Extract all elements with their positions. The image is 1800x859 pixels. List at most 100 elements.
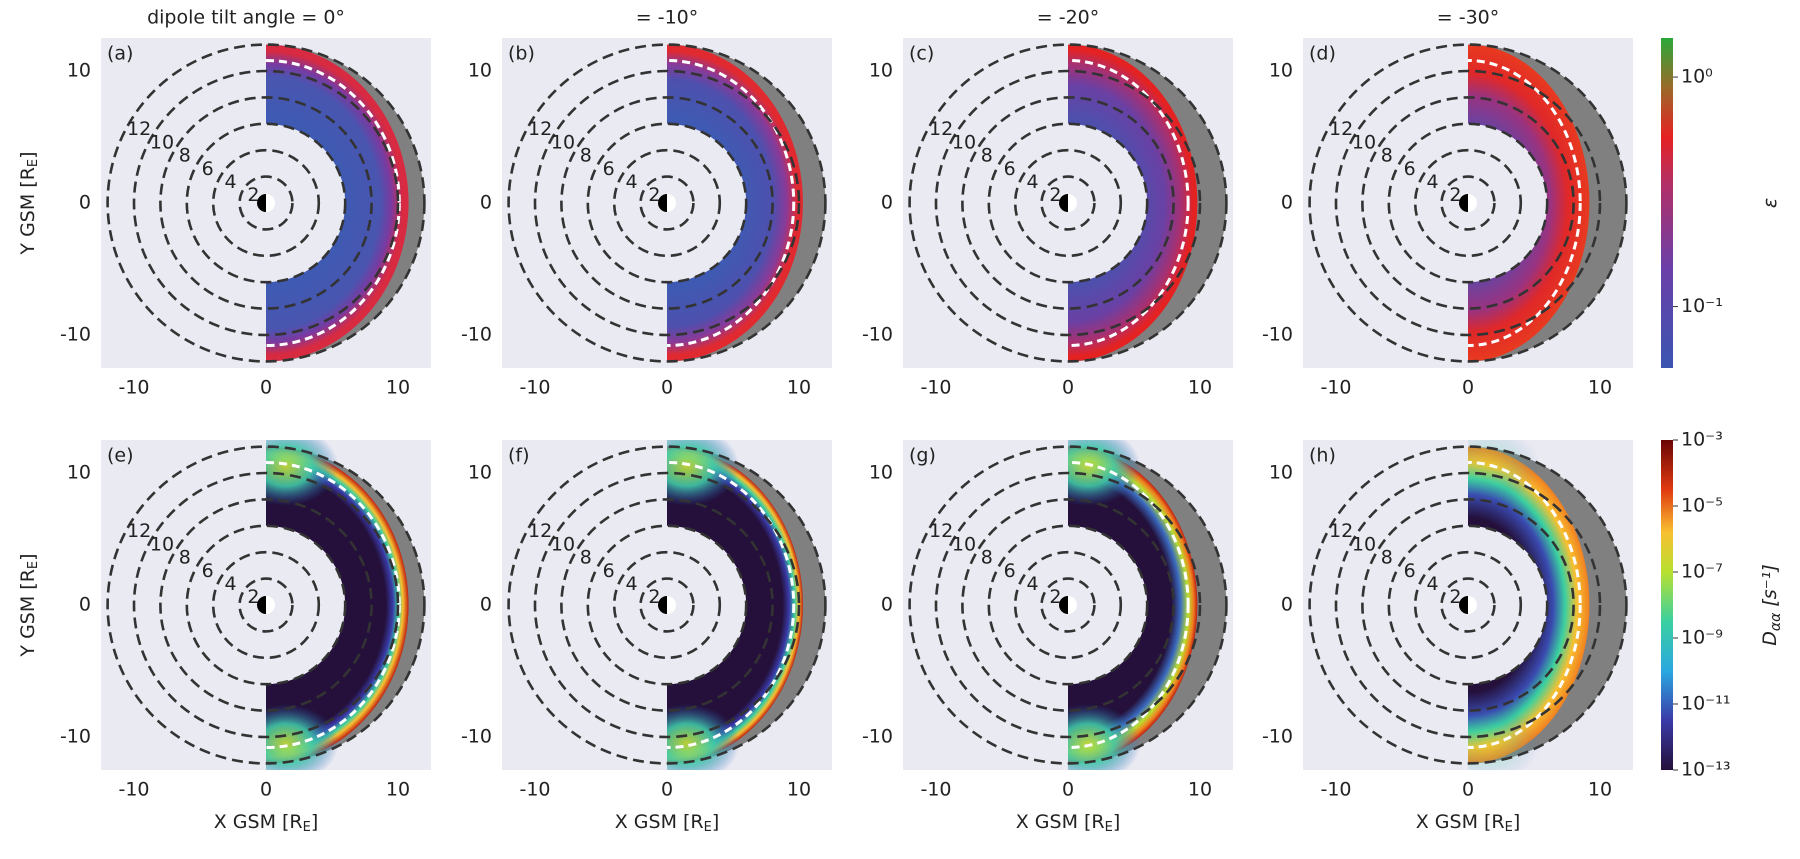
shell-circle <box>961 498 1175 712</box>
shell-label: 6 <box>1404 560 1416 582</box>
inner-region <box>1068 525 1148 685</box>
y-tick-label: 0 <box>480 192 492 214</box>
shell-label: 2 <box>247 184 259 206</box>
shell-label: 12 <box>929 520 953 542</box>
shell-label: 2 <box>1449 184 1461 206</box>
shell-circle <box>1361 96 1575 310</box>
x-tick-label: -10 <box>920 377 951 399</box>
shell-label: 12 <box>127 118 151 140</box>
axis-label-sub: E <box>704 820 712 835</box>
column-title: = -20° <box>1037 7 1100 29</box>
earth-night <box>257 596 266 614</box>
inner-region <box>1468 123 1548 283</box>
panel-label: (h) <box>1309 445 1336 467</box>
shell-circle <box>106 43 426 363</box>
x-tick-label: 0 <box>1462 377 1474 399</box>
panel-label: (a) <box>107 43 133 65</box>
colorbar-label: ε <box>1759 198 1781 208</box>
shell-label: 6 <box>1404 158 1416 180</box>
x-tick-label: -10 <box>118 377 149 399</box>
x-tick-label: -10 <box>519 779 550 801</box>
shell-label: 12 <box>1329 118 1353 140</box>
shell-label: 4 <box>1027 573 1039 595</box>
shell-label: 2 <box>247 586 259 608</box>
panel-label: (e) <box>107 445 134 467</box>
colorbar-label-main: D <box>1759 631 1781 646</box>
y-tick-label: 0 <box>79 594 91 616</box>
shell-circle <box>132 471 400 739</box>
colorbar-tick-label: 10⁻¹³ <box>1681 759 1730 781</box>
x-tick-label: 0 <box>260 377 272 399</box>
colorbar-label-main: ε <box>1759 198 1781 208</box>
shell-label: 12 <box>127 520 151 542</box>
shell-label: 8 <box>981 145 993 167</box>
panel-label: (g) <box>909 445 936 467</box>
shell-circle <box>1040 175 1096 231</box>
shell-circle <box>238 577 294 633</box>
shell-circle <box>586 122 748 284</box>
shell-label: 6 <box>202 560 214 582</box>
colorbar-tick-label: 10⁻⁹ <box>1681 627 1723 649</box>
shell-circle <box>1440 175 1496 231</box>
column-title: dipole tilt angle = 0° <box>147 7 345 29</box>
earth-night <box>1459 596 1468 614</box>
y-tick-label: -10 <box>60 324 91 346</box>
axis-label-text: Y GSM [R <box>17 167 39 255</box>
x-tick-label: 10 <box>787 779 811 801</box>
shell-label: 4 <box>1027 171 1039 193</box>
x-tick-label: 10 <box>1188 779 1212 801</box>
shell-circle <box>934 69 1202 337</box>
axis-label-sub: E <box>1505 820 1513 835</box>
shell-circle <box>639 175 695 231</box>
x-tick-label: 0 <box>1062 377 1074 399</box>
earth-night <box>1059 596 1068 614</box>
y-tick-label: 10 <box>869 462 893 484</box>
shell-label: 8 <box>179 145 191 167</box>
shell-circle <box>507 43 827 363</box>
shell-circle <box>908 43 1228 363</box>
shell-circle <box>159 96 373 310</box>
shell-circle <box>934 471 1202 739</box>
shell-label: 2 <box>648 586 660 608</box>
x-tick-label: 10 <box>787 377 811 399</box>
shell-label: 4 <box>626 573 638 595</box>
shell-circle <box>586 524 748 686</box>
panel-label: (f) <box>508 445 530 467</box>
inner-region <box>1468 525 1548 685</box>
axis-label: X GSM [RE] <box>214 811 319 835</box>
shell-circle <box>211 550 321 660</box>
y-tick-label: 10 <box>1269 60 1293 82</box>
shell-circle <box>961 96 1175 310</box>
shell-circle <box>612 550 722 660</box>
shell-circle <box>1440 577 1496 633</box>
shell-label: 2 <box>1049 184 1061 206</box>
shell-circle <box>1013 148 1123 258</box>
x-tick-label: 0 <box>661 377 673 399</box>
magnetopause-line <box>667 58 796 348</box>
y-tick-label: -10 <box>862 324 893 346</box>
axis-label-end: ] <box>17 151 39 158</box>
shell-circle <box>185 524 347 686</box>
shell-label: 10 <box>952 131 976 153</box>
magnetopause-line <box>1468 58 1582 348</box>
shell-label: 4 <box>626 171 638 193</box>
colorbar-label: Dαα [s⁻¹] <box>1759 564 1785 646</box>
y-tick-label: 10 <box>1269 462 1293 484</box>
axis-label: X GSM [RE] <box>1016 811 1121 835</box>
shell-circle <box>560 498 774 712</box>
shell-label: 10 <box>1352 533 1376 555</box>
y-tick-label: 0 <box>1281 594 1293 616</box>
shell-circle <box>908 445 1228 765</box>
shell-circle <box>238 175 294 231</box>
shell-circle <box>132 69 400 337</box>
shell-circle <box>987 122 1149 284</box>
inner-region <box>667 525 747 685</box>
shell-circle <box>159 498 373 712</box>
x-tick-label: 0 <box>661 779 673 801</box>
colorbar-label-unit: [s⁻¹] <box>1759 564 1781 612</box>
panel-label: (b) <box>508 43 535 65</box>
earth-night <box>1459 194 1468 212</box>
x-tick-label: -10 <box>920 779 951 801</box>
